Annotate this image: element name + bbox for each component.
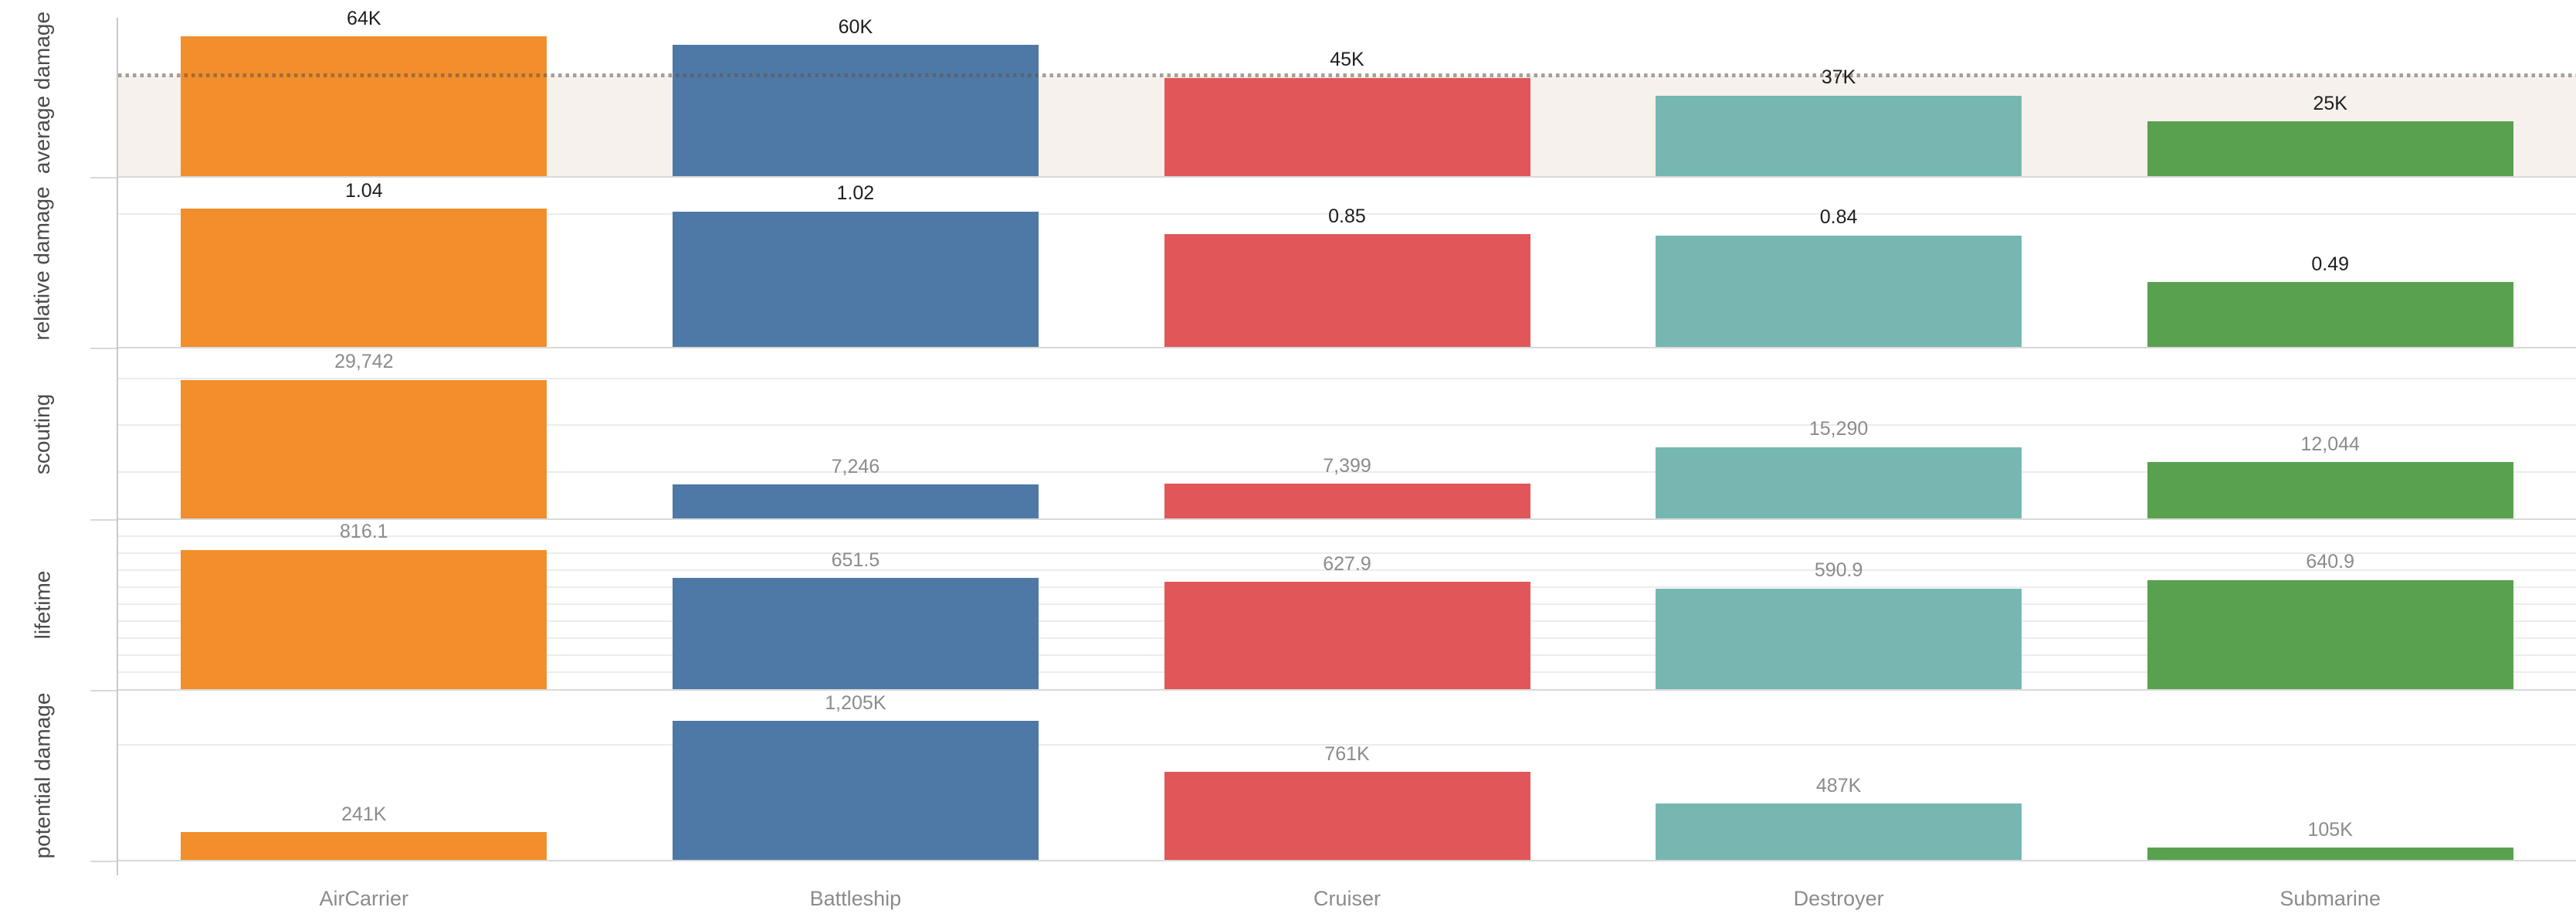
bar-AirCarrier-scouting[interactable] (181, 379, 547, 518)
bar-Battleship-potential-damage[interactable] (672, 721, 1039, 860)
bar-Submarine-relative-damage[interactable] (2147, 282, 2513, 348)
bar-value-label: 105K (2307, 818, 2353, 841)
bar-value-label: 60K (838, 15, 873, 38)
axis-tick (90, 518, 118, 521)
axis-tick (90, 177, 118, 179)
gridline (118, 424, 2576, 426)
bar-value-label: 487K (1815, 774, 1862, 797)
gridline (118, 552, 2576, 554)
bar-Battleship-relative-damage[interactable] (672, 211, 1039, 348)
row-panel-scouting: 29,742 7,246 7,399 15,290 12,044 (118, 348, 2576, 520)
bar-AirCarrier-average-damage[interactable] (181, 36, 547, 177)
bar-value-label: 241K (341, 803, 387, 825)
bar-AirCarrier-relative-damage[interactable] (181, 209, 547, 348)
bar-value-label: 1.04 (344, 179, 383, 202)
bar-Submarine-potential-damage[interactable] (2147, 848, 2513, 860)
bar-value-label: 627.9 (1323, 552, 1371, 575)
row-header-label: relative damage (30, 186, 55, 341)
row-header-scouting[interactable]: scouting (0, 348, 85, 519)
x-axis-label-Battleship[interactable]: Battleship (809, 887, 902, 910)
bar-AirCarrier-potential-damage[interactable] (181, 832, 547, 860)
bar-AirCarrier-lifetime[interactable] (181, 549, 547, 689)
row-header-label: scouting (29, 393, 54, 475)
bar-value-label: 37K (1821, 66, 1856, 89)
x-axis-label-Submarine[interactable]: Submarine (2279, 887, 2381, 910)
row-header-lifetime[interactable]: lifetime (0, 520, 85, 691)
bar-Submarine-average-damage[interactable] (2147, 121, 2513, 177)
gridline (118, 213, 2576, 216)
axis-tick (90, 689, 118, 691)
x-axis-label-AirCarrier[interactable]: AirCarrier (319, 887, 409, 910)
row-header-relative-damage[interactable]: relative damage (0, 178, 85, 348)
bar-Cruiser-potential-damage[interactable] (1164, 772, 1530, 860)
bar-Destroyer-potential-damage[interactable] (1656, 803, 2022, 860)
gridline (118, 743, 2576, 746)
bar-value-label: 64K (347, 7, 381, 29)
axis-tick (90, 348, 118, 350)
row-panel-lifetime: 816.1 651.5 627.9 590.9 640.9 (118, 520, 2576, 691)
gridline (118, 569, 2576, 571)
bar-value-label: 7,246 (831, 455, 880, 477)
bar-Cruiser-average-damage[interactable] (1164, 77, 1530, 177)
bar-value-label: 15,290 (1808, 418, 1869, 440)
bar-Destroyer-scouting[interactable] (1656, 447, 2022, 518)
row-header-potential-damage[interactable]: potential damage (0, 691, 85, 861)
bar-Cruiser-relative-damage[interactable] (1164, 234, 1530, 348)
bar-value-label: 0.49 (2311, 253, 2350, 275)
bar-Destroyer-relative-damage[interactable] (1656, 235, 2022, 348)
bar-Submarine-lifetime[interactable] (2147, 579, 2513, 689)
bar-value-label: 12,044 (2300, 433, 2360, 455)
row-header-label: average damage (30, 11, 54, 174)
y-axis-line (117, 18, 118, 875)
axis-tick (90, 861, 118, 862)
bar-Cruiser-scouting[interactable] (1164, 484, 1530, 518)
bar-value-label: 1.02 (836, 182, 875, 205)
bar-Battleship-lifetime[interactable] (672, 578, 1039, 689)
row-panel-potential-damage: 241K 1,205K 761K 487K 105K (118, 691, 2576, 861)
bar-Destroyer-average-damage[interactable] (1656, 95, 2022, 177)
gridline (118, 470, 2576, 473)
x-axis-label-Destroyer[interactable]: Destroyer (1793, 887, 1884, 910)
row-panel-average-damage: 64K 60K 45K 37K 25K (118, 7, 2576, 178)
bar-value-label: 0.85 (1328, 205, 1366, 227)
bar-value-label: 761K (1324, 742, 1370, 765)
bar-value-label: 1,205K (825, 691, 886, 714)
x-axis-label-Cruiser[interactable]: Cruiser (1313, 887, 1381, 910)
bar-value-label: 0.84 (1819, 206, 1858, 229)
row-panel-relative-damage: 1.04 1.02 0.85 0.84 0.49 (118, 178, 2576, 349)
bar-value-label: 45K (1330, 49, 1364, 71)
gridline (118, 378, 2576, 380)
row-header-average-damage[interactable]: average damage (0, 7, 85, 178)
bar-Battleship-average-damage[interactable] (672, 45, 1039, 177)
bar-value-label: 640.9 (2306, 551, 2354, 573)
bar-Destroyer-lifetime[interactable] (1656, 588, 2022, 689)
bar-value-label: 7,399 (1323, 454, 1371, 477)
gridline (118, 535, 2576, 537)
row-header-label: lifetime (29, 570, 54, 640)
bar-value-label: 651.5 (831, 549, 880, 571)
bar-Submarine-scouting[interactable] (2147, 462, 2513, 518)
reference-line-average (118, 73, 2576, 77)
row-header-label: potential damage (30, 692, 55, 859)
bar-value-label: 590.9 (1814, 559, 1863, 582)
bar-value-label: 25K (2313, 92, 2347, 114)
bar-value-label: 816.1 (340, 521, 388, 543)
bar-Battleship-scouting[interactable] (672, 484, 1039, 518)
bar-value-label: 29,742 (334, 351, 394, 373)
bar-Cruiser-lifetime[interactable] (1164, 582, 1530, 689)
